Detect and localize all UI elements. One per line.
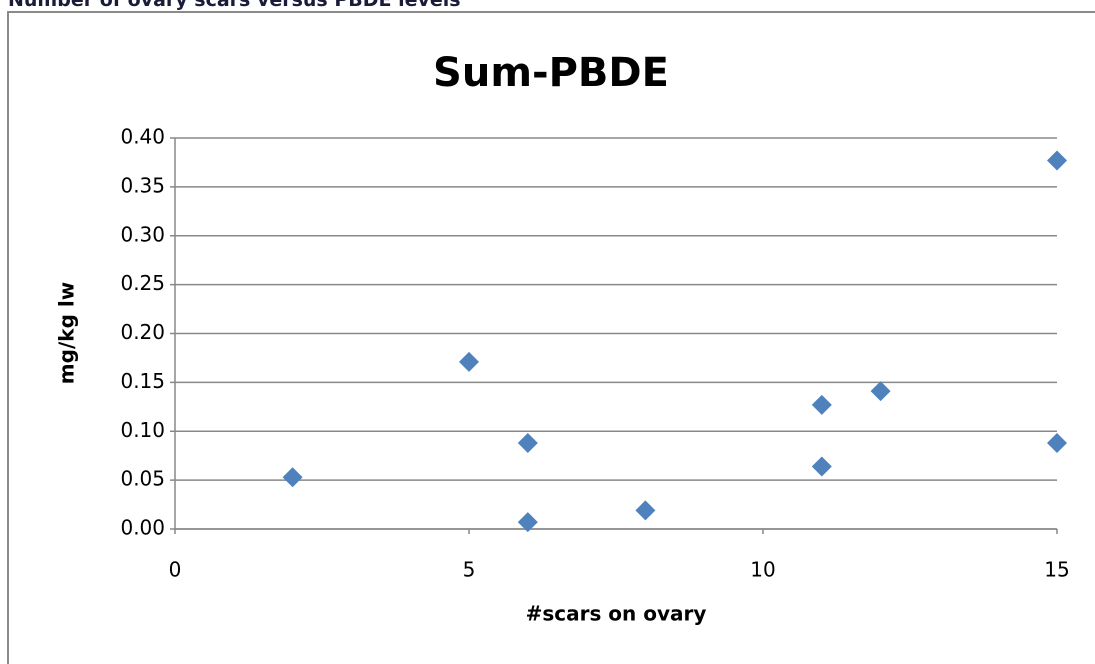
- y-tick-label: 0.05: [120, 467, 165, 491]
- data-point: [1047, 432, 1067, 453]
- y-axis-title: mg/kg lw: [55, 282, 79, 384]
- x-tick-label: 0: [169, 558, 182, 582]
- data-point: [811, 456, 832, 477]
- y-tick-label: 0.30: [120, 222, 165, 246]
- x-tick-label: 15: [1044, 558, 1069, 582]
- y-tick-label: 0.35: [120, 173, 165, 197]
- y-tick-label: 0.15: [120, 369, 165, 393]
- y-tick-label: 0.40: [120, 125, 165, 149]
- x-tick-label: 10: [750, 558, 775, 582]
- data-point: [282, 467, 303, 488]
- y-tick-label: 0.25: [120, 271, 165, 295]
- y-tick-label: 0.10: [120, 418, 165, 442]
- chart-border: [7, 11, 1095, 664]
- data-point: [1047, 150, 1067, 171]
- data-point: [870, 381, 891, 402]
- chart-title: Sum-PBDE: [433, 50, 669, 96]
- data-point: [811, 394, 832, 415]
- data-point: [517, 432, 538, 453]
- y-tick-label: 0.00: [120, 516, 165, 540]
- x-tick-label: 5: [463, 558, 476, 582]
- page-header: Number of ovary scars versus PBDE levels: [8, 0, 461, 11]
- y-tick-label: 0.20: [120, 320, 165, 344]
- data-point: [635, 500, 656, 521]
- data-point: [517, 512, 538, 533]
- x-axis-title: #scars on ovary: [526, 602, 707, 626]
- data-point: [459, 351, 479, 372]
